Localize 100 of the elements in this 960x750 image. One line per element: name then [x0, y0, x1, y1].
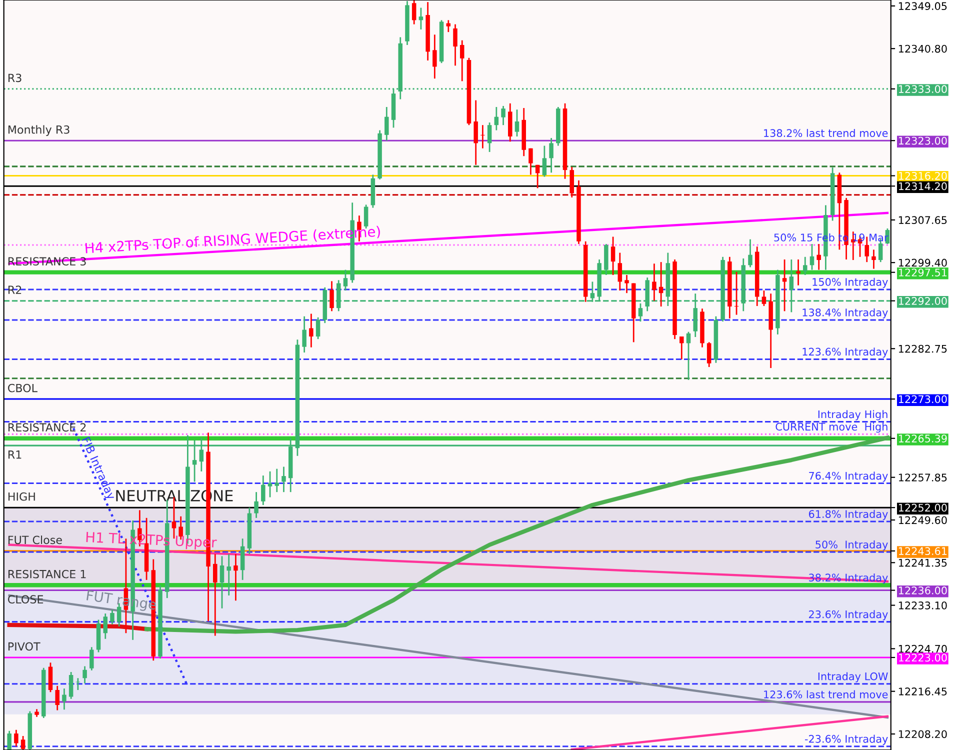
y-tick-label: 12297.51 — [898, 268, 947, 276]
y-tick-label: 12323.00 — [898, 136, 947, 145]
candlestick — [90, 646, 94, 672]
ref-line-label: R1 — [8, 450, 22, 459]
candlestick — [343, 269, 348, 292]
candlestick — [816, 243, 821, 271]
candlestick — [542, 145, 547, 178]
text: FUT range — [86, 590, 157, 613]
candlestick — [82, 666, 87, 684]
candlestick — [62, 688, 66, 710]
candlestick — [487, 122, 492, 153]
annotation: Intraday High — [818, 410, 888, 420]
y-tick-label: 12241.35 — [898, 558, 947, 567]
candlestick — [658, 261, 664, 308]
candlestick — [302, 316, 306, 354]
candlestick — [68, 671, 74, 700]
candlestick — [48, 662, 53, 693]
y-tick-label: 12316.20 — [898, 172, 947, 180]
candlestick — [762, 290, 766, 307]
candlestick — [782, 258, 787, 312]
y-tick-label: 12307.65 — [898, 216, 947, 224]
y-tick-label: 12333.00 — [898, 85, 947, 94]
candlestick — [638, 302, 643, 322]
candlestick — [549, 137, 554, 174]
annotation: Intraday LOW — [818, 672, 888, 682]
candlestick — [240, 538, 245, 581]
y-tick-label: 12257.85 — [898, 474, 947, 482]
candlestick — [474, 100, 478, 166]
candlestick — [501, 105, 506, 126]
y-tick-label: 12314.20 — [898, 182, 947, 190]
candlestick — [535, 164, 540, 189]
candlestick — [226, 553, 231, 596]
candlestick — [652, 262, 656, 302]
annotation: 123.6% last trend move — [764, 690, 888, 698]
candlestick — [316, 316, 320, 340]
annotation: 123.6% Intraday — [802, 348, 888, 358]
ref-line-label: Monthly R3 — [8, 125, 70, 136]
annotation: 76.4% Intraday — [809, 472, 888, 482]
candlestick — [213, 553, 218, 636]
annotation: 61.8% Intraday — [808, 510, 888, 520]
ref-line-label: RESISTANCE 1 — [8, 570, 86, 578]
y-tick-label: 12233.10 — [898, 602, 947, 610]
candlestick — [110, 609, 114, 626]
y-tick-label: 12236.00 — [898, 586, 947, 594]
candlestick — [528, 148, 533, 176]
y-tick-label: 12292.00 — [898, 297, 947, 305]
candlestick — [55, 685, 60, 711]
candlestick — [7, 730, 12, 750]
candlestick — [453, 24, 458, 66]
candlestick — [796, 258, 800, 286]
candlestick — [234, 553, 238, 602]
ref-line-label: PIVOT — [8, 642, 40, 651]
ref-line-label: CLOSE — [8, 595, 44, 604]
y-tick-label: 12243.61 — [898, 547, 947, 556]
candlestick — [412, 0, 416, 25]
candlestick — [103, 612, 108, 640]
y-tick-label: 12340.80 — [898, 44, 947, 53]
candlestick — [624, 274, 629, 294]
candlestick — [261, 474, 266, 506]
series-label: H4 x2TPs TOP of RISING WEDGE (extreme) — [85, 226, 380, 256]
candlestick — [494, 106, 499, 131]
y-tick-label: 12208.20 — [898, 730, 947, 738]
y-tick-label: 12252.00 — [898, 504, 947, 512]
candlestick — [480, 124, 485, 150]
ref-line-label: R3 — [8, 74, 22, 82]
annotation: CURRENT move High — [776, 422, 888, 433]
candlestick — [384, 106, 389, 142]
candlestick — [282, 466, 286, 493]
candlestick — [446, 19, 451, 33]
candlestick — [706, 341, 712, 368]
candlestick — [810, 243, 814, 271]
annotation: 138.4% Intraday — [802, 308, 888, 318]
candlestick — [220, 555, 224, 610]
candlestick — [418, 7, 424, 30]
candlestick — [686, 331, 691, 381]
candlestick — [514, 108, 520, 138]
candlestick — [680, 336, 684, 360]
ref-line-label: CBOL — [8, 384, 38, 392]
candlestick — [309, 313, 314, 348]
y-tick-label: 12249.60 — [898, 516, 947, 524]
candlestick — [803, 256, 808, 276]
y-tick-label: 12349.05 — [898, 2, 947, 10]
candlestick — [268, 470, 272, 498]
y-tick-label: 12265.39 — [898, 434, 947, 442]
candlestick — [20, 735, 26, 750]
series-label: H1 TL x2TPs Upper — [86, 532, 217, 550]
candlestick — [570, 166, 574, 198]
y-tick-label: 12299.40 — [898, 258, 947, 267]
candlestick — [14, 729, 18, 748]
annotation: 138.2% last trend move — [764, 128, 888, 138]
candlestick — [460, 40, 464, 82]
candlestick — [254, 491, 258, 519]
annotation: -23.6% Intraday — [804, 734, 888, 745]
y-tick-label: 12282.75 — [898, 344, 947, 353]
y-tick-label: 12273.00 — [898, 395, 947, 404]
annotation: 23.6% Intraday — [808, 610, 888, 620]
candlestick — [274, 468, 280, 493]
y-tick-label: 12223.00 — [898, 654, 947, 662]
candlestick — [864, 236, 869, 263]
candlestick — [872, 248, 876, 270]
